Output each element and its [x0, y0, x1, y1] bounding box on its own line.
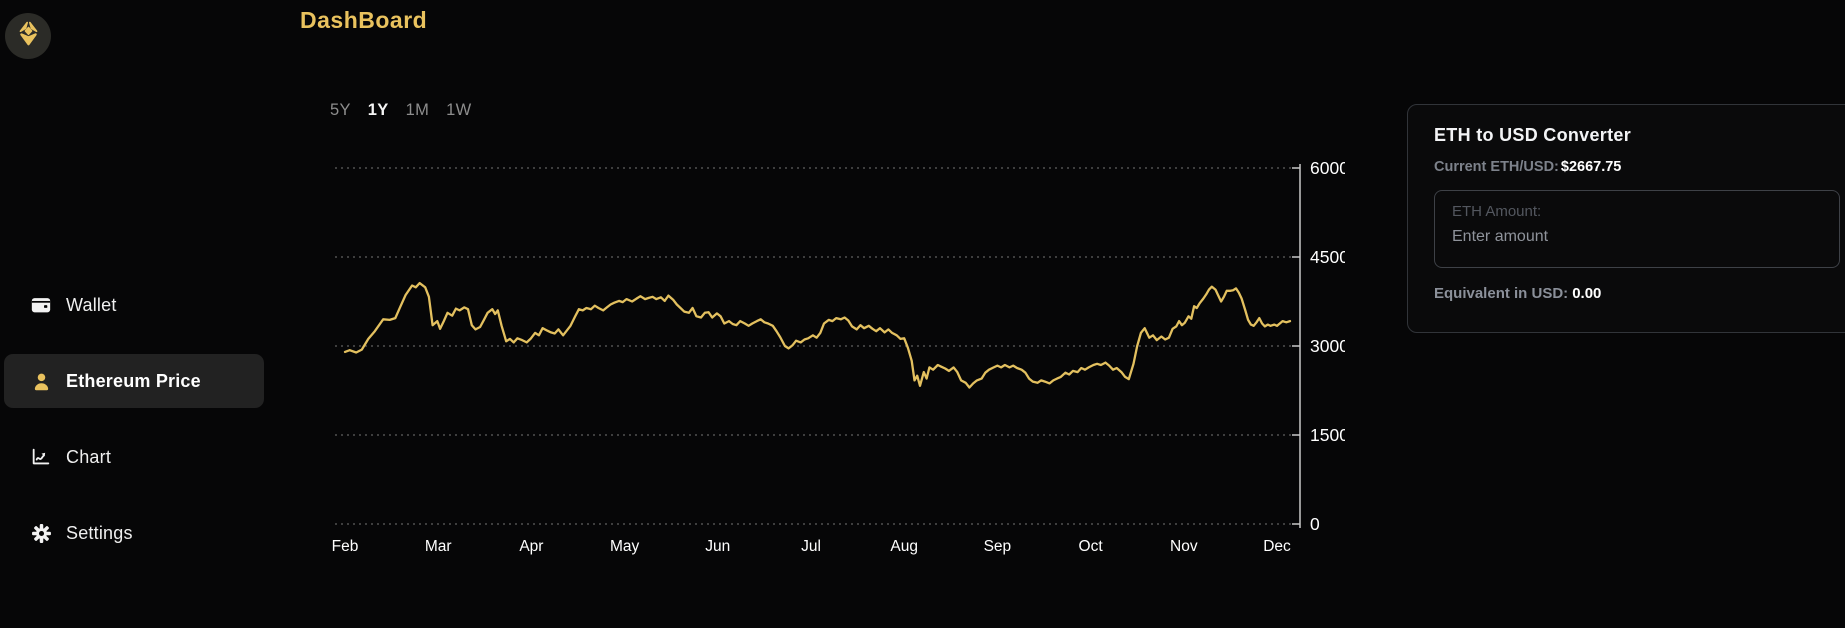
x-tick-label: Apr: [519, 538, 543, 555]
x-tick-label: Sep: [984, 538, 1012, 555]
eth-amount-input[interactable]: [1452, 228, 1822, 246]
ethereum-icon: [13, 18, 44, 54]
wallet-icon: [30, 294, 52, 316]
eth-amount-box: ETH Amount:: [1434, 190, 1840, 268]
y-tick-label: 0: [1310, 514, 1320, 534]
current-rate-row: Current ETH/USD: $2667.75: [1434, 159, 1840, 175]
x-tick-label: Jul: [801, 538, 821, 555]
x-tick-label: Mar: [425, 538, 452, 555]
current-rate-value: $2667.75: [1560, 159, 1622, 175]
y-tick-label: 6000: [1310, 158, 1345, 178]
converter-title: ETH to USD Converter: [1434, 125, 1632, 145]
equivalent-label: Equivalent in USD:: [1434, 285, 1569, 302]
sidebar-item-wallet[interactable]: Wallet: [4, 278, 264, 332]
eth-amount-label: ETH Amount:: [1452, 203, 1542, 220]
sidebar-item-label: Chart: [66, 446, 112, 467]
range-button-1y[interactable]: 1Y: [367, 101, 389, 119]
sidebar-item-chart[interactable]: Chart: [4, 430, 264, 484]
y-tick-label: 1500: [1310, 425, 1345, 445]
range-button-1w[interactable]: 1W: [446, 101, 472, 119]
x-tick-label: May: [610, 538, 640, 555]
sidebar-item-ethereum-price[interactable]: Ethereum Price: [4, 354, 264, 408]
gear-icon: [30, 522, 52, 544]
x-tick-label: Nov: [1170, 538, 1198, 555]
equivalent-value: 0.00: [1572, 285, 1602, 302]
y-tick-label: 3000: [1310, 336, 1345, 356]
time-range-selector: 5Y 1Y 1M 1W: [330, 101, 471, 120]
user-icon: [30, 370, 52, 392]
chart-line-icon: [30, 446, 52, 468]
range-button-5y[interactable]: 5Y: [330, 101, 351, 119]
sidebar-item-label: Settings: [66, 522, 133, 543]
range-button-1m[interactable]: 1M: [405, 101, 430, 119]
eth-usd-converter-card: ETH to USD Converter Current ETH/USD: $26…: [1407, 104, 1845, 333]
x-tick-label: Jun: [705, 538, 730, 555]
sidebar-item-settings[interactable]: Settings: [4, 506, 264, 560]
app-logo-button[interactable]: [5, 13, 51, 59]
x-tick-label: Dec: [1263, 538, 1291, 555]
sidebar-item-label: Wallet: [66, 294, 117, 315]
sidebar: Wallet Ethereum Price Chart Settings: [4, 278, 264, 582]
y-tick-label: 4500: [1310, 247, 1345, 267]
price-line: [343, 281, 1292, 389]
x-tick-label: Feb: [332, 538, 359, 555]
x-tick-label: Aug: [890, 538, 918, 555]
x-tick-label: Oct: [1079, 538, 1104, 555]
equivalent-row: Equivalent in USD: 0.00: [1434, 285, 1840, 302]
current-rate-label: Current ETH/USD:: [1434, 159, 1559, 175]
price-chart-canvas[interactable]: 0 1500 3000 4500 6000 Feb Mar Apr May Jun Jul Aug Se…: [280, 130, 1345, 560]
page-title: DashBoard: [300, 7, 428, 33]
sidebar-item-label: Ethereum Price: [66, 370, 201, 391]
